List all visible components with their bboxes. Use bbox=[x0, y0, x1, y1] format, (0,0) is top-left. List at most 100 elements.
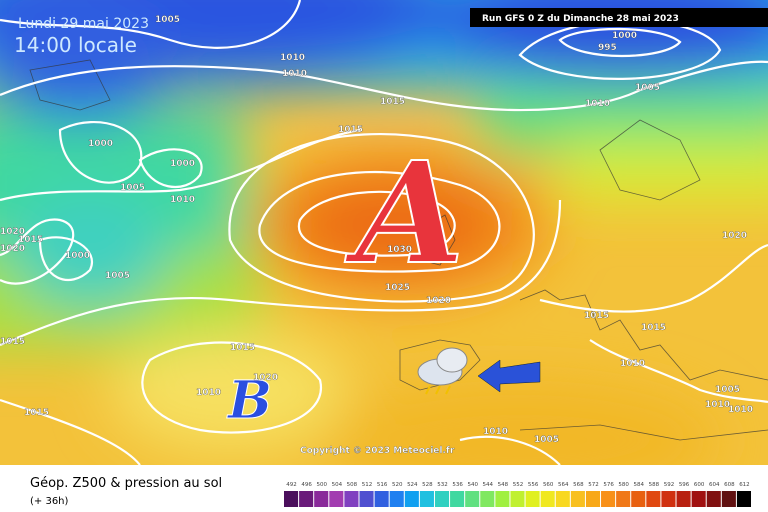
legend-title: Géop. Z500 & pression au sol bbox=[30, 476, 222, 491]
colorbar-swatch bbox=[299, 491, 314, 507]
isobar-label: 1010 bbox=[170, 195, 195, 205]
colorbar-swatch bbox=[616, 491, 631, 507]
isobar-label: 1005 bbox=[635, 83, 660, 93]
colorbar-label: 592 bbox=[664, 482, 675, 488]
isobar-label: 1005 bbox=[534, 435, 559, 445]
colorbar-label: 580 bbox=[618, 482, 629, 488]
colorbar-swatch bbox=[721, 491, 736, 507]
isobar-label: 1000 bbox=[612, 31, 637, 41]
high-label: A bbox=[345, 132, 465, 296]
isobar-label: 1020 bbox=[426, 296, 451, 306]
isobar-label: 1010 bbox=[705, 400, 730, 410]
colorbar-swatch bbox=[736, 491, 751, 507]
colorbar-label: 568 bbox=[573, 482, 584, 488]
isobar-label: 1010 bbox=[280, 53, 305, 63]
colorbar-swatch bbox=[404, 491, 419, 507]
local-time: 14:00 locale bbox=[14, 33, 137, 57]
isobar-label: 1025 bbox=[385, 283, 410, 293]
isobar-label: 1010 bbox=[483, 427, 508, 437]
isobar-label: 1015 bbox=[0, 337, 25, 347]
colorbar-label: 524 bbox=[407, 482, 418, 488]
colorbar-swatch bbox=[631, 491, 646, 507]
isobar-label: 1015 bbox=[641, 323, 666, 333]
isobar-label: 1015 bbox=[24, 408, 49, 418]
colorbar-label: 540 bbox=[467, 482, 478, 488]
colorbar-label: 500 bbox=[316, 482, 327, 488]
isobar-label: 1005 bbox=[155, 15, 180, 25]
colorbar-label: 536 bbox=[452, 482, 463, 488]
colorbar-swatch bbox=[419, 491, 434, 507]
colorbar-label: 608 bbox=[724, 482, 735, 488]
colorbar-label: 548 bbox=[498, 482, 509, 488]
colorbar-swatch bbox=[344, 491, 359, 507]
isobar-label: 1000 bbox=[170, 159, 195, 169]
isobar-labels: 1005101010101015101510001000100510101020… bbox=[0, 15, 753, 445]
colorbar-swatch bbox=[646, 491, 661, 507]
copyright: Copyright © 2023 Meteociel.fr bbox=[300, 446, 455, 456]
colorbar-label: 492 bbox=[286, 482, 297, 488]
isobar-label: 1000 bbox=[88, 139, 113, 149]
isobar-label: 1020 bbox=[0, 227, 25, 237]
colorbar-label: 584 bbox=[634, 482, 645, 488]
colorbar-label: 532 bbox=[437, 482, 448, 488]
colorbar-label: 564 bbox=[558, 482, 569, 488]
isobar-label: 1005 bbox=[105, 271, 130, 281]
run-info: Run GFS 0 Z du Dimanche 28 mai 2023 bbox=[482, 14, 679, 24]
colorbar-swatch bbox=[359, 491, 374, 507]
isobar-label: 1015 bbox=[380, 97, 405, 107]
isobar-label: 1010 bbox=[196, 388, 221, 398]
isobar-label: 1020 bbox=[722, 231, 747, 241]
colorbar-label: 520 bbox=[392, 482, 403, 488]
colorbar-swatch bbox=[329, 491, 344, 507]
isobar-label: 1015 bbox=[584, 311, 609, 321]
isobar-label: 1005 bbox=[120, 183, 145, 193]
colorbar-label: 572 bbox=[588, 482, 599, 488]
colorbar-swatch bbox=[570, 491, 585, 507]
isobar-label: 1010 bbox=[620, 359, 645, 369]
high-pressure-center: A bbox=[344, 131, 466, 297]
colorbar-label: 612 bbox=[739, 482, 750, 488]
colorbar-label: 576 bbox=[603, 482, 614, 488]
colorbar-label: 604 bbox=[709, 482, 720, 488]
colorbar: 492 496 500 504 508 512 516 520 524 528 532 536 540 5… bbox=[284, 482, 751, 507]
colorbar-label: 504 bbox=[332, 482, 343, 488]
valid-date: Lundi 29 mai 2023 bbox=[18, 16, 149, 32]
colorbar-swatch bbox=[691, 491, 706, 507]
colorbar-swatch bbox=[601, 491, 616, 507]
colorbar-label: 588 bbox=[649, 482, 660, 488]
colorbar-swatch bbox=[661, 491, 676, 507]
colorbar-swatch bbox=[434, 491, 450, 507]
isobar-label: 995 bbox=[598, 43, 617, 53]
run-box bbox=[470, 8, 768, 27]
colorbar-swatch bbox=[525, 491, 540, 507]
isobar-label: 1015 bbox=[338, 125, 363, 135]
colorbar-swatch bbox=[555, 491, 570, 507]
colorbar-swatch bbox=[480, 491, 495, 507]
colorbar-label: 516 bbox=[377, 482, 388, 488]
weather-icon bbox=[417, 347, 541, 395]
isobar-label: 1020 bbox=[253, 373, 278, 383]
colorbar-label: 596 bbox=[679, 482, 690, 488]
colorbar-label: 544 bbox=[483, 482, 494, 488]
isobar-label: 1010 bbox=[728, 405, 753, 415]
isobar-label: 1020 bbox=[0, 244, 25, 254]
low-label: B bbox=[226, 370, 272, 431]
colorbar-label: 600 bbox=[694, 482, 705, 488]
colorbar-label: 552 bbox=[513, 482, 524, 488]
colorbar-label: 556 bbox=[528, 482, 539, 488]
isobar-label: 1005 bbox=[715, 385, 740, 395]
colorbar-label: 560 bbox=[543, 482, 554, 488]
colorbar-label: 496 bbox=[301, 482, 312, 488]
colorbar-swatch bbox=[465, 491, 480, 507]
colorbar-swatch bbox=[510, 491, 525, 507]
isobar-label: 1000 bbox=[65, 251, 90, 261]
colorbar-swatch bbox=[450, 491, 465, 507]
colorbar-label: 528 bbox=[422, 482, 433, 488]
lead-time: (+ 36h) bbox=[30, 496, 69, 507]
isobar-label: 1015 bbox=[18, 235, 43, 245]
colorbar-swatch bbox=[389, 491, 404, 507]
colorbar-swatch bbox=[495, 491, 510, 507]
colorbar-swatch bbox=[374, 491, 389, 507]
isobar-label: 1030 bbox=[387, 245, 412, 255]
